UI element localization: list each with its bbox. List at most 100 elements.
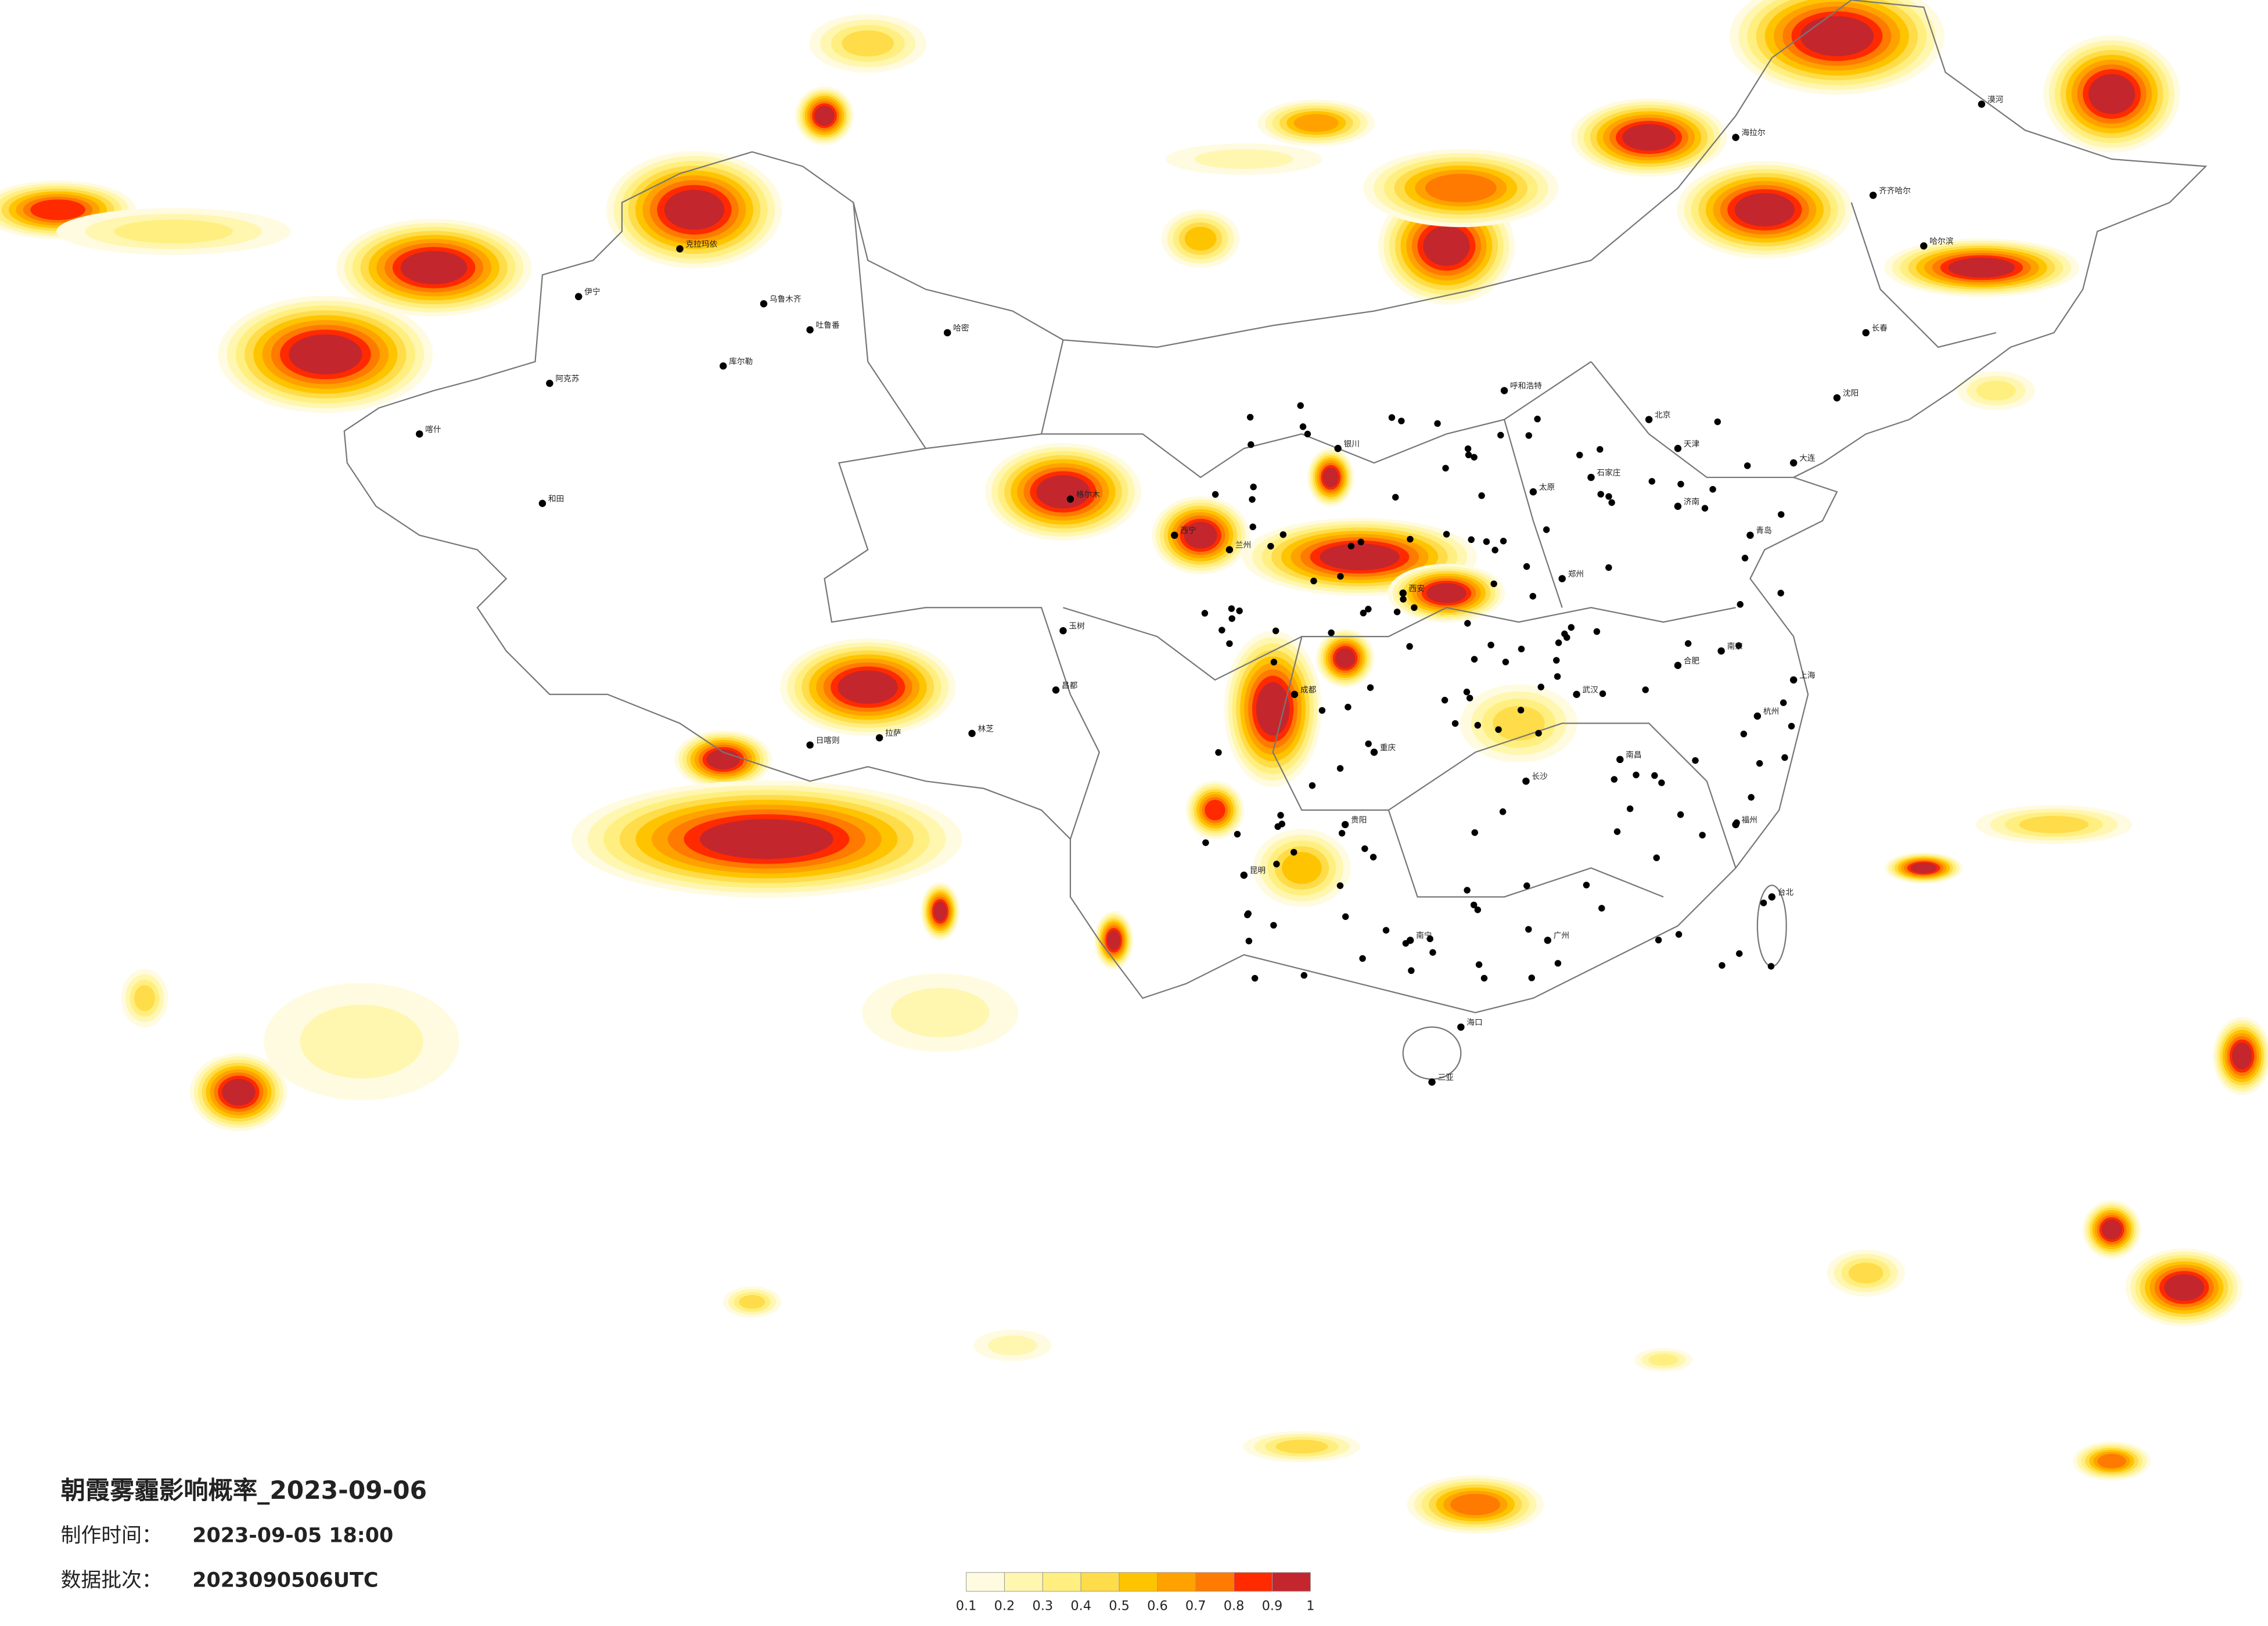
city-dot — [1171, 531, 1178, 539]
haze-blob — [1425, 174, 1497, 203]
haze-blob — [664, 189, 725, 230]
city-label: 拉萨 — [885, 729, 901, 738]
city-dot — [1616, 756, 1624, 764]
haze-blob — [1423, 226, 1470, 266]
city-label: 杭州 — [1763, 707, 1779, 717]
city-label: 西宁 — [1180, 526, 1196, 535]
city-dot — [1236, 607, 1243, 614]
city-dot — [1535, 729, 1542, 737]
city-dot — [1400, 596, 1407, 603]
legend-swatch — [966, 1572, 1005, 1592]
legend-label: 0.9 — [1262, 1599, 1283, 1614]
city-dot — [1653, 854, 1660, 861]
city-dot — [1249, 523, 1256, 530]
city-dot — [1719, 962, 1726, 969]
city-dot — [1740, 731, 1748, 738]
china-outline — [343, 0, 2208, 1013]
city-dot — [1735, 642, 1742, 649]
city-dot — [1463, 688, 1471, 696]
city-dot — [1059, 627, 1067, 635]
city-dot — [1328, 629, 1335, 636]
legend-label: 0.6 — [1147, 1599, 1168, 1614]
city-label: 广州 — [1554, 931, 1569, 941]
city-dot — [719, 362, 727, 370]
city-dot — [1370, 854, 1377, 861]
city-dot — [1367, 684, 1374, 691]
legend-label: 0.1 — [956, 1599, 977, 1614]
city-dot — [1633, 771, 1640, 779]
city-dot — [1788, 722, 1795, 730]
batch: 2023090506UTC — [192, 1569, 378, 1592]
city-dot — [1529, 592, 1536, 600]
city-label: 北京 — [1655, 411, 1670, 420]
city-dot — [1428, 1078, 1436, 1086]
city-dot — [1215, 749, 1222, 756]
city-dot — [1735, 950, 1743, 957]
city-dot — [1334, 445, 1342, 452]
haze-blob — [1184, 521, 1217, 549]
haze-blob — [1322, 467, 1339, 488]
city-dot — [1466, 695, 1473, 702]
city-dot — [1299, 423, 1307, 430]
city-dot — [1701, 505, 1709, 512]
city-dot — [1674, 445, 1682, 452]
city-dot — [1502, 659, 1509, 665]
haze-blob — [814, 106, 835, 126]
city-dot — [1249, 496, 1256, 503]
city-dot — [1642, 686, 1649, 693]
city-dot — [1677, 480, 1684, 488]
city-dot — [1202, 839, 1209, 846]
haze-blob — [1184, 226, 1217, 251]
haze-blob — [1256, 682, 1290, 736]
city-dot — [1677, 811, 1684, 818]
city-dot — [1338, 830, 1346, 837]
city-dot — [1605, 493, 1612, 500]
city-dot — [1359, 955, 1366, 962]
city-dot — [1336, 882, 1344, 889]
city-dot — [1717, 647, 1725, 655]
city-dot — [1543, 526, 1550, 533]
city-dot — [1399, 589, 1407, 597]
city-dot — [1234, 830, 1241, 838]
city-dot — [1441, 696, 1448, 704]
city-dot — [1272, 627, 1279, 635]
city-label: 海拉尔 — [1741, 128, 1765, 138]
city-dot — [1699, 832, 1706, 839]
made-time-label: 制作时间： — [61, 1524, 162, 1548]
city-dot — [1406, 936, 1414, 944]
city-dot — [1777, 589, 1784, 597]
city-dot — [1561, 630, 1568, 638]
haze-blob — [222, 1078, 256, 1106]
city-label: 南京 — [1727, 642, 1743, 652]
city-dot — [1777, 511, 1785, 518]
city-dot — [1862, 329, 1870, 337]
city-dot — [538, 499, 547, 508]
city-dot — [1297, 402, 1304, 409]
batch-label: 数据批次： — [61, 1569, 162, 1592]
legend-swatch — [1004, 1572, 1043, 1592]
city-label: 三亚 — [1437, 1073, 1454, 1082]
city-dot — [1393, 608, 1401, 616]
city-dot — [1645, 416, 1653, 423]
city-dot — [1225, 546, 1234, 553]
city-dot — [1692, 757, 1699, 764]
city-label: 合肥 — [1684, 656, 1700, 665]
city-dot — [1365, 606, 1372, 613]
city-label: 哈密 — [953, 323, 969, 333]
city-dot — [1426, 935, 1433, 942]
city-label: 阿克苏 — [555, 375, 579, 384]
city-label: 克拉玛依 — [685, 240, 717, 249]
city-dot — [1523, 563, 1530, 570]
city-dot — [1768, 893, 1776, 901]
city-dot — [806, 326, 814, 334]
haze-blob — [134, 985, 155, 1012]
city-label: 海口 — [1467, 1018, 1482, 1027]
haze-blob — [1335, 648, 1356, 668]
city-dot — [1534, 415, 1541, 423]
city-dot — [1226, 640, 1233, 647]
haze-blob — [1320, 544, 1400, 571]
city-dot — [1250, 483, 1257, 491]
city-dot — [1270, 922, 1277, 929]
city-label: 大连 — [1799, 454, 1816, 463]
city-dot — [1240, 871, 1248, 879]
